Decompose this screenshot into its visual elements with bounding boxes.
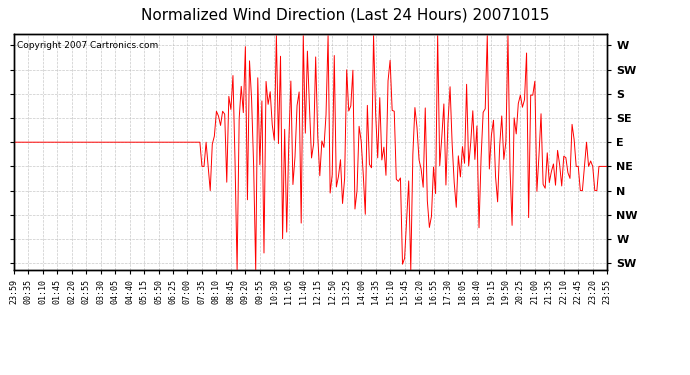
Text: Normalized Wind Direction (Last 24 Hours) 20071015: Normalized Wind Direction (Last 24 Hours… (141, 8, 549, 22)
Text: Copyright 2007 Cartronics.com: Copyright 2007 Cartronics.com (17, 41, 158, 50)
